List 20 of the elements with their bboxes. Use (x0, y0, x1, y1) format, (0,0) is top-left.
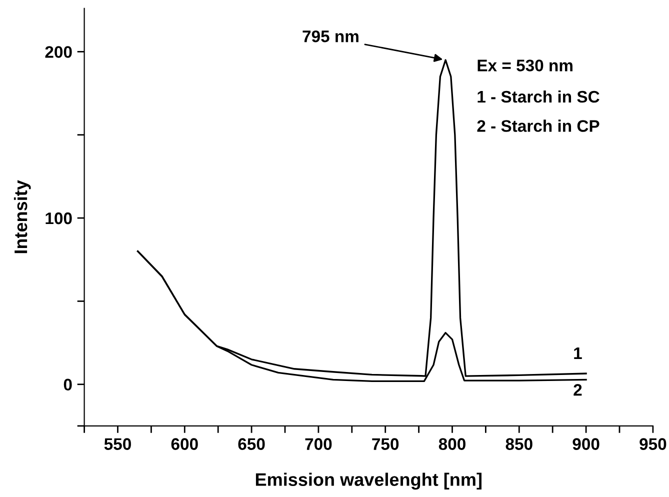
x-tick-label: 600 (171, 438, 198, 450)
series-label: 1 (574, 348, 582, 359)
x-tick-label: 700 (305, 438, 332, 450)
y-tick-label: 100 (46, 212, 72, 224)
x-tick-label: 550 (104, 438, 131, 450)
annotation: Ex = 530 nm (478, 60, 572, 72)
x-axis-title: Emission wavelenght [nm] (256, 472, 482, 490)
annotation: 1 - Starch in SC (478, 90, 600, 103)
x-tick-label: 850 (506, 438, 532, 450)
x-tick-label: 800 (438, 438, 466, 450)
x-tick-label: 900 (572, 438, 600, 450)
x-tick-label: 950 (640, 438, 666, 450)
annotation: 795 nm (302, 30, 358, 42)
y-tick-label: 0 (64, 378, 72, 391)
x-tick-label: 750 (372, 438, 399, 450)
y-axis-title: Intensity (14, 180, 31, 254)
series-label: 2 (574, 384, 582, 396)
y-tick-label: 200 (45, 46, 72, 58)
x-tick-label: 650 (238, 438, 265, 450)
annotation: 2 - Starch in CP (477, 120, 600, 132)
